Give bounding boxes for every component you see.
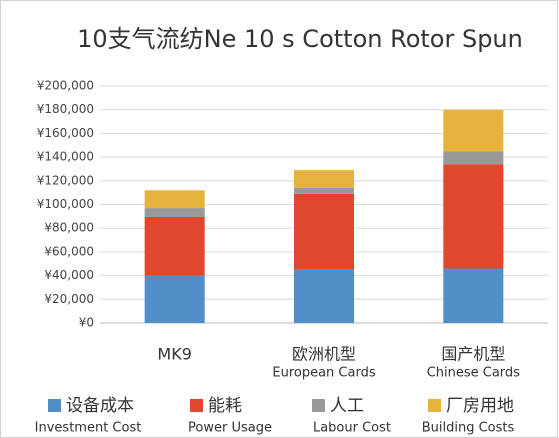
legend-swatch xyxy=(48,399,61,412)
bar-segment xyxy=(443,164,504,269)
bar-segment xyxy=(443,151,504,165)
x-tick-label: 欧洲机型 xyxy=(292,345,356,364)
legend-sublabel: Building Costs xyxy=(422,421,515,436)
y-tick-label: ¥200,000 xyxy=(37,79,94,93)
chart-title: 10支气流纺Ne 10 s Cotton Rotor Spun xyxy=(77,25,523,53)
y-tick-label: ¥160,000 xyxy=(37,126,94,140)
bar-segment xyxy=(144,216,205,276)
legend-sublabel: Power Usage xyxy=(188,421,272,436)
y-tick-label: ¥120,000 xyxy=(37,173,94,187)
x-tick-label: 国产机型 xyxy=(441,345,505,364)
bar-segment xyxy=(144,190,205,209)
y-tick-label: ¥60,000 xyxy=(44,244,94,258)
bar-segment xyxy=(144,208,205,217)
y-tick-label: ¥40,000 xyxy=(44,268,94,282)
bar-segment xyxy=(294,193,354,270)
legend-label: 人工 xyxy=(330,396,364,416)
x-tick-label: MK9 xyxy=(157,345,191,364)
legend-swatch xyxy=(428,399,441,412)
legend-sublabel: Investment Cost xyxy=(35,421,142,436)
legend-label: 厂房用地 xyxy=(446,396,514,416)
bar-segment xyxy=(144,275,205,323)
x-tick-sublabel: Chinese Cards xyxy=(427,366,520,381)
bar-segment xyxy=(294,269,354,323)
y-tick-label: ¥180,000 xyxy=(37,102,94,116)
legend-label: 能耗 xyxy=(208,396,242,416)
x-tick-sublabel: European Cards xyxy=(272,366,375,381)
legend-swatch xyxy=(190,399,203,412)
y-tick-label: ¥0 xyxy=(79,316,94,330)
bar-segment xyxy=(443,268,504,323)
y-tick-label: ¥80,000 xyxy=(44,221,94,235)
bar-segment xyxy=(294,187,354,194)
legend-swatch xyxy=(312,399,325,412)
bar-segment xyxy=(294,170,354,188)
legend-label: 设备成本 xyxy=(66,396,134,416)
y-tick-label: ¥20,000 xyxy=(44,292,94,306)
y-tick-label: ¥100,000 xyxy=(37,197,94,211)
bar-segment xyxy=(443,109,504,152)
legend-sublabel: Labour Cost xyxy=(313,421,391,436)
y-tick-label: ¥140,000 xyxy=(37,150,94,164)
